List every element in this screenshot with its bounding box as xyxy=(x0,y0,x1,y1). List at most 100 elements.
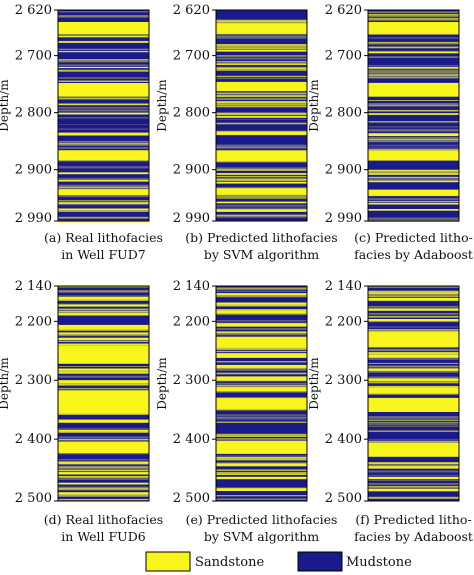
thin-lamina-stripe xyxy=(58,160,149,162)
thin-lamina-stripe xyxy=(216,105,307,108)
thin-lamina-stripe xyxy=(216,214,307,217)
sandstone-interval xyxy=(216,101,307,103)
sandstone-interval xyxy=(368,442,459,457)
y-tick-label: 2 900 xyxy=(15,163,52,178)
thin-lamina-stripe xyxy=(58,11,149,13)
thin-lamina-stripe xyxy=(58,142,149,145)
thin-lamina-stripe xyxy=(368,130,459,132)
thin-lamina-stripe xyxy=(216,288,307,290)
sandstone-interval xyxy=(58,67,149,69)
thin-lamina-stripe xyxy=(58,16,149,18)
sandstone-interval xyxy=(58,172,149,175)
thin-lamina-stripe xyxy=(216,287,307,289)
thin-lamina-stripe xyxy=(368,137,459,139)
thin-lamina-stripe xyxy=(58,61,149,63)
thin-lamina-stripe xyxy=(216,90,307,92)
sandstone-interval xyxy=(216,463,307,467)
thin-lamina-stripe xyxy=(368,121,459,122)
legend: Sandstone Mudstone xyxy=(145,551,412,572)
y-tick-label: 2 500 xyxy=(15,491,52,506)
thin-lamina-stripe xyxy=(216,161,307,163)
thin-lamina-stripe xyxy=(58,371,149,374)
panel-caption-line: by SVM algorithm xyxy=(204,529,319,544)
thin-lamina-stripe xyxy=(368,169,459,172)
thin-lamina-stripe xyxy=(58,107,149,109)
thin-lamina-stripe xyxy=(216,20,307,23)
thin-lamina-stripe xyxy=(58,41,149,43)
thin-lamina-stripe xyxy=(368,198,459,201)
thin-lamina-stripe xyxy=(216,379,307,382)
thin-lamina-stripe xyxy=(216,44,307,46)
thin-lamina-stripe xyxy=(368,126,459,128)
sandstone-interval xyxy=(216,397,307,410)
thin-lamina-stripe xyxy=(368,291,459,293)
thin-lamina-stripe xyxy=(368,19,459,21)
thin-lamina-stripe xyxy=(368,200,459,203)
thin-lamina-stripe xyxy=(216,130,307,133)
thin-lamina-stripe xyxy=(216,472,307,474)
thin-lamina-stripe xyxy=(216,361,307,363)
thin-lamina-stripe xyxy=(368,423,459,425)
thin-lamina-stripe xyxy=(58,295,149,296)
thin-lamina-stripe xyxy=(368,385,459,388)
panel-caption-line: (c) Predicted litho- xyxy=(354,230,473,245)
sandstone-interval xyxy=(58,482,149,485)
sandstone-interval xyxy=(216,61,307,63)
y-tick-label: 2 700 xyxy=(173,49,210,64)
thin-lamina-stripe xyxy=(368,70,459,73)
sandstone-interval xyxy=(58,304,149,307)
panel-frame xyxy=(215,285,308,502)
sandstone-interval xyxy=(58,337,149,341)
sandstone-interval xyxy=(368,319,459,322)
thin-lamina-stripe xyxy=(368,290,459,292)
y-axis-label: Depth/m xyxy=(0,357,11,410)
thin-lamina-stripe xyxy=(58,64,149,66)
thin-lamina-stripe xyxy=(58,290,149,292)
thin-lamina-stripe xyxy=(368,74,459,76)
sandstone-interval xyxy=(216,476,307,480)
y-tick-label: 2 400 xyxy=(15,432,52,447)
thin-lamina-stripe xyxy=(368,17,459,19)
sandstone-interval xyxy=(368,150,459,161)
panel-caption-line: (b) Predicted lithofacies xyxy=(185,230,337,245)
thin-lamina-stripe xyxy=(216,144,307,146)
y-tick-label: 2 620 xyxy=(15,3,52,18)
thin-lamina-stripe xyxy=(216,187,307,190)
thin-lamina-stripe xyxy=(216,175,307,178)
thin-lamina-stripe xyxy=(368,382,459,384)
y-tick-label: 2 990 xyxy=(15,211,52,226)
thin-lamina-stripe xyxy=(216,168,307,170)
y-tick-label: 2 400 xyxy=(325,432,362,447)
sandstone-interval xyxy=(58,420,149,423)
sandstone-interval xyxy=(216,310,307,314)
thin-lamina-stripe xyxy=(58,469,149,472)
thin-lamina-stripe xyxy=(368,292,459,294)
thin-lamina-stripe xyxy=(216,146,307,149)
thin-lamina-stripe xyxy=(58,345,149,347)
y-tick-label: 2 900 xyxy=(325,163,362,178)
thin-lamina-stripe xyxy=(58,203,149,206)
thin-lamina-stripe xyxy=(216,350,307,353)
thin-lamina-stripe xyxy=(368,464,459,466)
panel-frame xyxy=(57,9,150,222)
sandstone-interval xyxy=(58,189,149,196)
thin-lamina-stripe xyxy=(216,416,307,418)
sandstone-interval xyxy=(216,132,307,135)
thin-lamina-stripe xyxy=(368,378,459,380)
panel-caption-line: (e) Predicted lithofacies xyxy=(186,512,338,527)
thin-lamina-stripe xyxy=(216,303,307,306)
thin-lamina-stripe xyxy=(368,77,459,79)
sandstone-interval xyxy=(216,364,307,368)
thin-lamina-stripe xyxy=(58,466,149,468)
thin-lamina-stripe xyxy=(58,370,149,373)
thin-lamina-stripe xyxy=(216,169,307,171)
thin-lamina-stripe xyxy=(58,35,149,36)
thin-lamina-stripe xyxy=(368,422,459,423)
sandstone-interval xyxy=(58,179,149,182)
thin-lamina-stripe xyxy=(58,69,149,72)
thin-lamina-stripe xyxy=(58,80,149,82)
thin-lamina-stripe xyxy=(216,63,307,65)
thin-lamina-stripe xyxy=(216,369,307,371)
thin-lamina-stripe xyxy=(58,439,149,441)
panel-frame xyxy=(57,285,150,502)
